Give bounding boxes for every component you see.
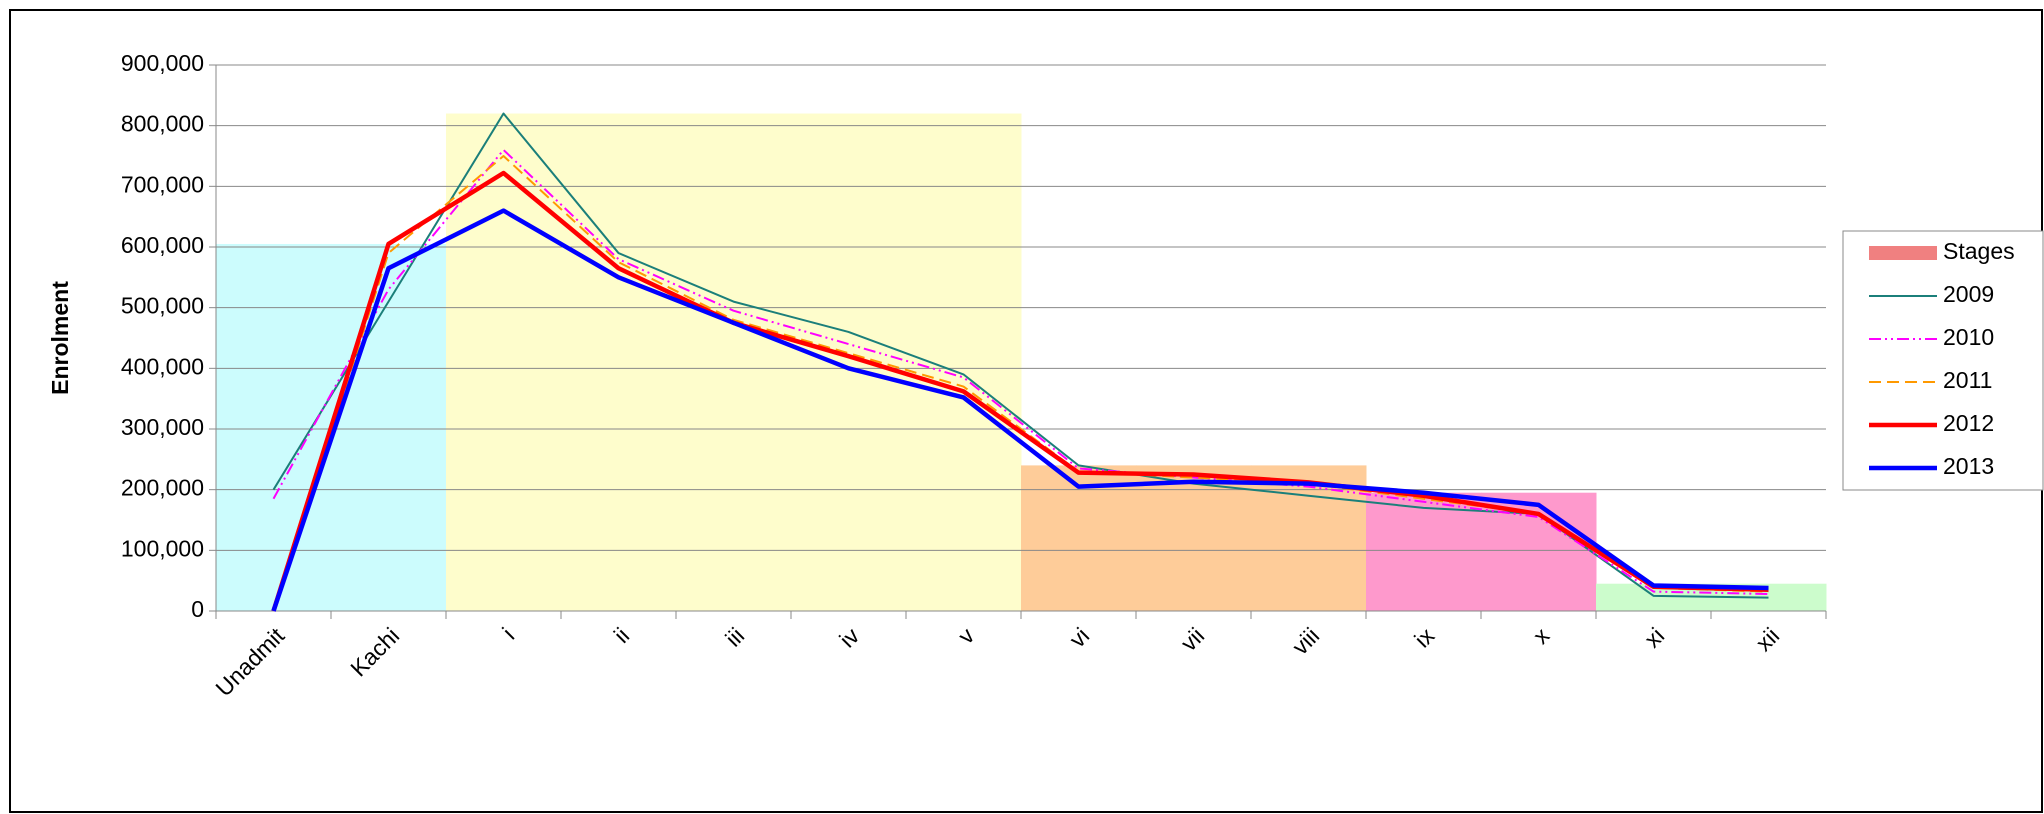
- legend-swatch: [1869, 246, 1937, 260]
- y-tick-label: 200,000: [121, 475, 204, 501]
- y-tick-label: 700,000: [121, 171, 204, 197]
- stage-bar: [216, 243, 332, 611]
- y-tick-label: 600,000: [121, 232, 204, 258]
- series-line: [272, 155, 1769, 612]
- legend-label: 2013: [1943, 453, 1994, 479]
- stage-bar: [791, 113, 907, 612]
- series-line: [271, 170, 1769, 612]
- legend-label: 2010: [1943, 324, 1994, 350]
- stage-bar: [561, 113, 677, 612]
- legend-label: 2009: [1943, 281, 1994, 307]
- y-tick-label: 300,000: [121, 414, 204, 440]
- y-tick-label: 900,000: [121, 50, 204, 76]
- y-tick-label: 0: [191, 596, 204, 622]
- y-tick-label: 100,000: [121, 535, 204, 561]
- y-axis-label: Enrolment: [47, 281, 73, 395]
- legend-label: Stages: [1943, 238, 2015, 264]
- stage-bar: [906, 113, 1022, 612]
- series-line: [272, 148, 1769, 596]
- stage-bar: [446, 113, 562, 612]
- y-tick-label: 400,000: [121, 353, 204, 379]
- legend-label: 2011: [1943, 367, 1992, 393]
- y-tick-label: 800,000: [121, 111, 204, 137]
- series-line: [271, 208, 1769, 612]
- legend-label: 2012: [1943, 410, 1994, 436]
- stage-bar: [1481, 492, 1597, 611]
- stage-bar: [331, 243, 447, 611]
- stage-bar: [676, 113, 792, 612]
- stage-bar: [1366, 492, 1482, 611]
- legend-box: [1842, 230, 2044, 491]
- y-tick-label: 500,000: [121, 293, 204, 319]
